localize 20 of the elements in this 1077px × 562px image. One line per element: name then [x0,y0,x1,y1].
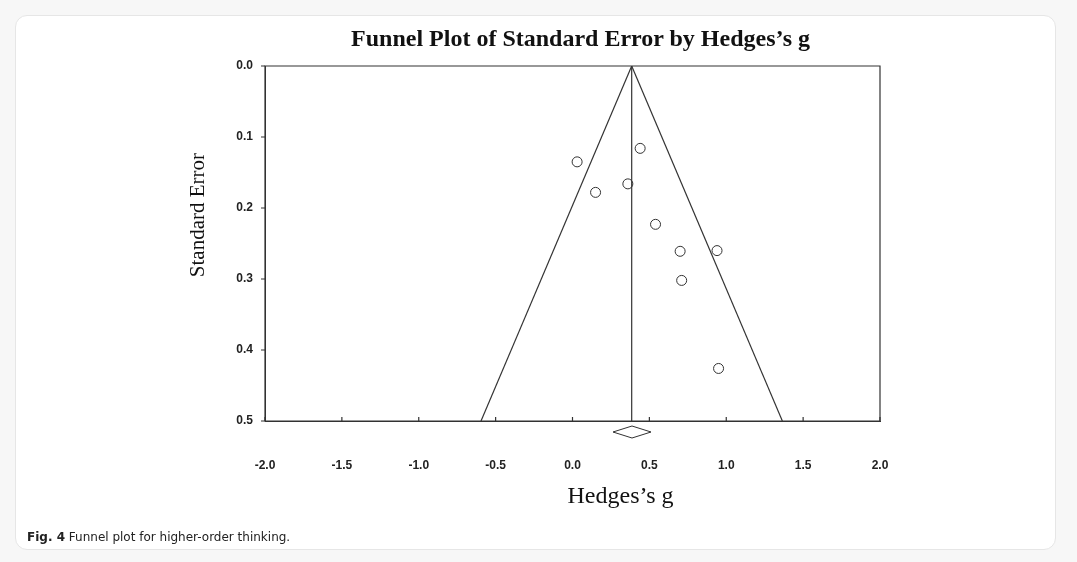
y-tick-label: 0.3 [236,271,254,286]
y-tick-label: 0.4 [236,342,254,357]
chart-title: Funnel Plot of Standard Error by Hedges’s g [351,25,810,52]
y-tick-label: 0.5 [236,413,254,428]
x-tick-label: 0.5 [641,457,659,472]
x-tick-label: 1.5 [794,457,812,472]
y-tick-label: 0.2 [236,200,254,215]
x-axis-title: Hedges’s g [567,482,674,509]
y-axis-title: Standard Error [184,152,209,278]
x-tick-label: 2.0 [871,457,889,472]
caption: Fig. 4 [27,530,65,544]
y-tick-label: 0.1 [236,129,254,144]
x-tick-label: -1.0 [408,457,430,472]
x-tick-label: -2.0 [254,457,276,472]
x-tick-label: -0.5 [485,457,507,472]
y-tick-label: 0.0 [236,58,254,73]
x-tick-label: -1.5 [331,457,353,472]
x-tick-label: 0.0 [564,457,582,472]
text: Funnel plot for higher-order thinking. [67,530,291,544]
x-tick-label: 1.0 [717,457,735,472]
